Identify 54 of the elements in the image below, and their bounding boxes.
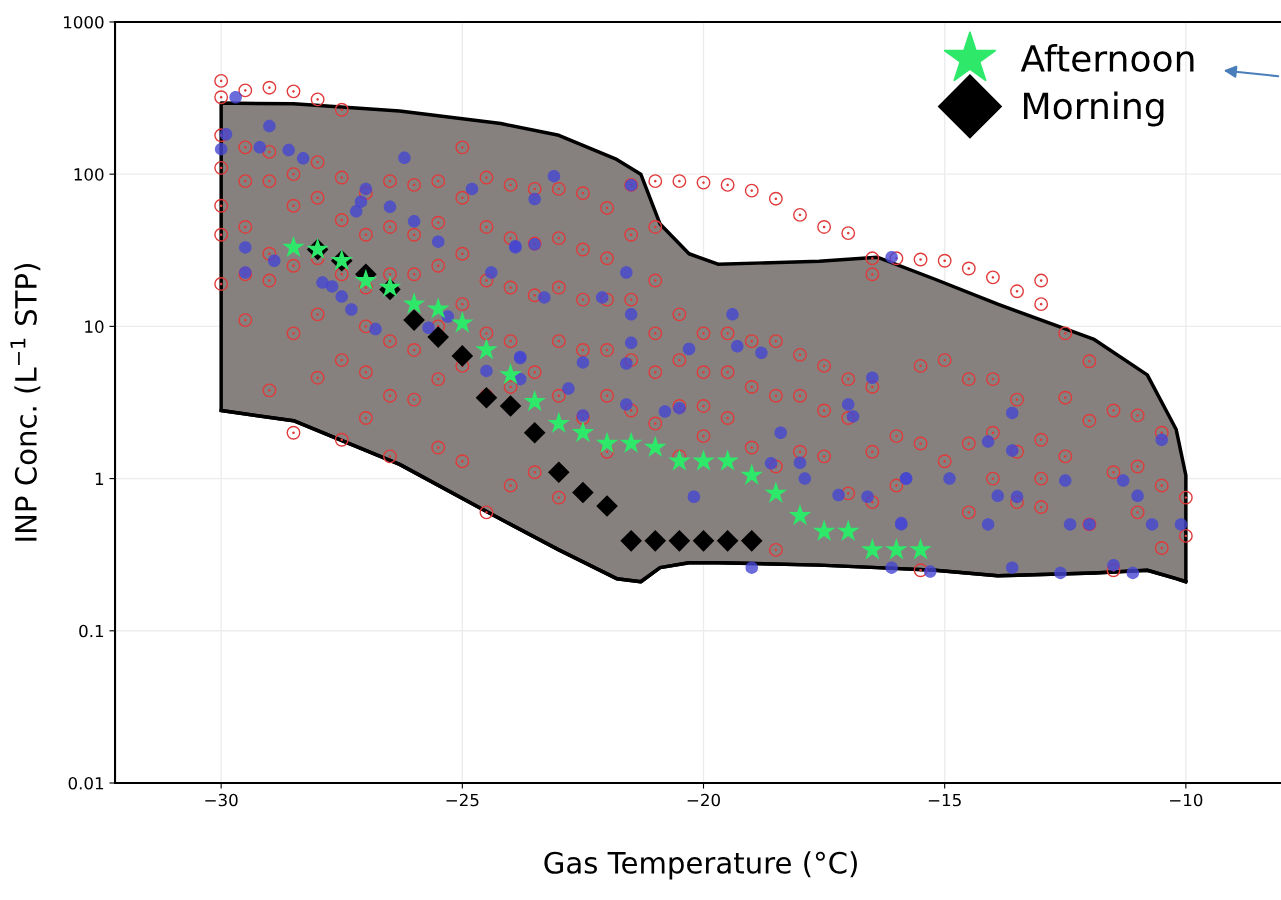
- point: [716, 449, 739, 471]
- point: [620, 530, 642, 552]
- point: [572, 481, 594, 504]
- point: [692, 449, 715, 471]
- point: [402, 292, 426, 314]
- x-tick-label: −30: [205, 793, 238, 807]
- y-tick-label: 0.01: [68, 776, 104, 790]
- y-tick-label: 100: [74, 168, 104, 181]
- point: [668, 530, 691, 552]
- point: [596, 495, 618, 517]
- point: [354, 268, 378, 291]
- point: [836, 519, 860, 541]
- point: [547, 411, 571, 434]
- point: [571, 420, 595, 443]
- point: [451, 311, 474, 333]
- point: [619, 431, 643, 454]
- point: [282, 235, 305, 258]
- point: [644, 435, 667, 458]
- point: [764, 481, 788, 503]
- x-tick-label: −25: [446, 793, 479, 807]
- y-tick-label: 0.1: [79, 624, 104, 638]
- legend-label: Morning: [1024, 91, 1164, 127]
- point: [812, 519, 836, 541]
- point: [499, 363, 522, 385]
- point: [523, 389, 546, 412]
- y-axis-title: INP Conc. (L$^{−1}$ STP): [10, 264, 41, 541]
- x-tick-label: −15: [928, 793, 961, 807]
- point: [644, 530, 667, 552]
- point: [692, 530, 715, 552]
- point: [740, 463, 763, 485]
- y-tick-label: 10: [85, 320, 104, 333]
- legend-label: Afternoon: [1020, 44, 1194, 72]
- point: [885, 538, 908, 560]
- x-tick-label: −10: [1170, 793, 1203, 807]
- point: [595, 431, 619, 454]
- point: [499, 395, 522, 417]
- point: [475, 338, 498, 360]
- y-tick-label: 1: [95, 472, 104, 485]
- point: [523, 421, 546, 444]
- point: [475, 386, 498, 409]
- x-tick-label: −20: [687, 793, 720, 807]
- point: [403, 309, 425, 331]
- y-tick-label: 1000: [64, 15, 104, 29]
- point: [740, 530, 763, 552]
- point: [788, 503, 812, 526]
- point: [451, 345, 474, 367]
- point: [668, 449, 691, 471]
- point: [427, 326, 450, 348]
- point: [547, 461, 570, 484]
- point: [861, 538, 884, 560]
- point: [716, 530, 739, 552]
- point: [426, 297, 450, 319]
- x-axis-title: Gas Temperature (°C): [544, 851, 857, 880]
- point: [909, 538, 932, 560]
